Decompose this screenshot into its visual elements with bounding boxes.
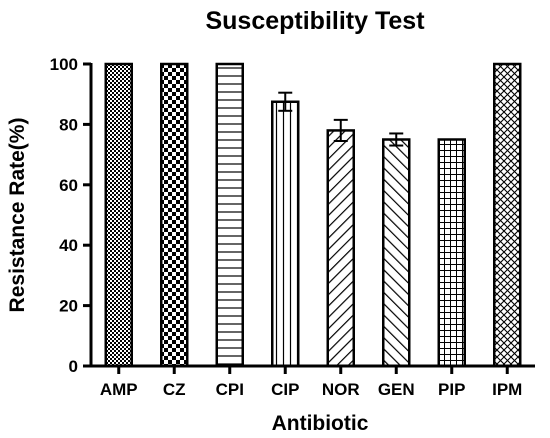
x-tick-label-gen: GEN bbox=[378, 380, 415, 399]
x-axis-label: Antibiotic bbox=[272, 412, 369, 435]
y-tick-label: 60 bbox=[59, 176, 78, 195]
bar-gen bbox=[382, 138, 411, 368]
x-tick-label-cip: CIP bbox=[271, 380, 299, 399]
x-tick-label-pip: PIP bbox=[438, 380, 465, 399]
chart-title: Susceptibility Test bbox=[205, 7, 425, 35]
y-tick-label: 40 bbox=[59, 236, 78, 255]
x-tick-label-ipm: IPM bbox=[492, 380, 522, 399]
y-tick-label: 0 bbox=[69, 357, 78, 376]
x-tick-label-cz: CZ bbox=[163, 380, 186, 399]
y-tick-label: 20 bbox=[59, 297, 78, 316]
bar-cpi bbox=[215, 62, 244, 368]
bar-nor bbox=[326, 129, 355, 368]
y-axis: 0 20 40 60 80 100 bbox=[50, 55, 93, 376]
bar-cip bbox=[271, 100, 300, 368]
bar-pip bbox=[437, 138, 466, 368]
bar-amp bbox=[104, 62, 133, 368]
x-tick-label-amp: AMP bbox=[100, 380, 138, 399]
y-tick-label: 100 bbox=[50, 55, 78, 74]
x-axis: AMP CZ CPI CIP NOR GEN PIP IPM bbox=[89, 364, 535, 399]
y-tick-label: 80 bbox=[59, 115, 78, 134]
bar-cz bbox=[160, 62, 189, 368]
bar-ipm bbox=[493, 62, 522, 368]
y-axis-label: Resistance Rate(%) bbox=[6, 118, 29, 313]
error-bars-group bbox=[278, 91, 404, 147]
x-tick-label-cpi: CPI bbox=[216, 380, 244, 399]
x-tick-label-nor: NOR bbox=[322, 380, 360, 399]
bars-group bbox=[104, 62, 522, 368]
